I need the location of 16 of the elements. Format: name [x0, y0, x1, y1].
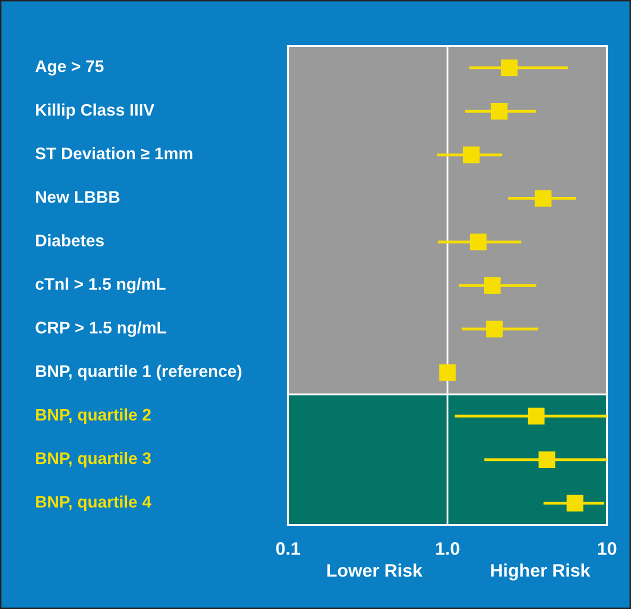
y-tick-label: Diabetes	[36, 234, 104, 246]
y-tick-label: BNP, quartile 4	[36, 495, 152, 511]
y-tick-label: Killip Class IIIV	[36, 104, 154, 120]
y-tick-label: BNP, quartile 3	[36, 452, 151, 468]
y-tick-label: CRP > 1.5 ng/mL	[36, 321, 166, 337]
y-tick-label: Age > 75	[35, 60, 104, 76]
y-tick-label: BNP, quartile 2	[36, 408, 151, 424]
x-tick-label: 0.1	[276, 542, 300, 555]
y-tick-label: ST Deviation ≥ 1mm	[35, 147, 192, 160]
y-tick-label: New LBBB	[36, 191, 120, 203]
x-tick-label: 10	[598, 542, 616, 555]
y-tick-label: cTnl > 1.5 ng/mL	[36, 278, 166, 294]
y-tick-label: BNP, quartile 1 (reference)	[36, 364, 242, 380]
text: Higher Risk	[491, 564, 590, 580]
x-tick-label: 1.0	[436, 542, 460, 555]
text: Lower Risk	[327, 564, 422, 577]
